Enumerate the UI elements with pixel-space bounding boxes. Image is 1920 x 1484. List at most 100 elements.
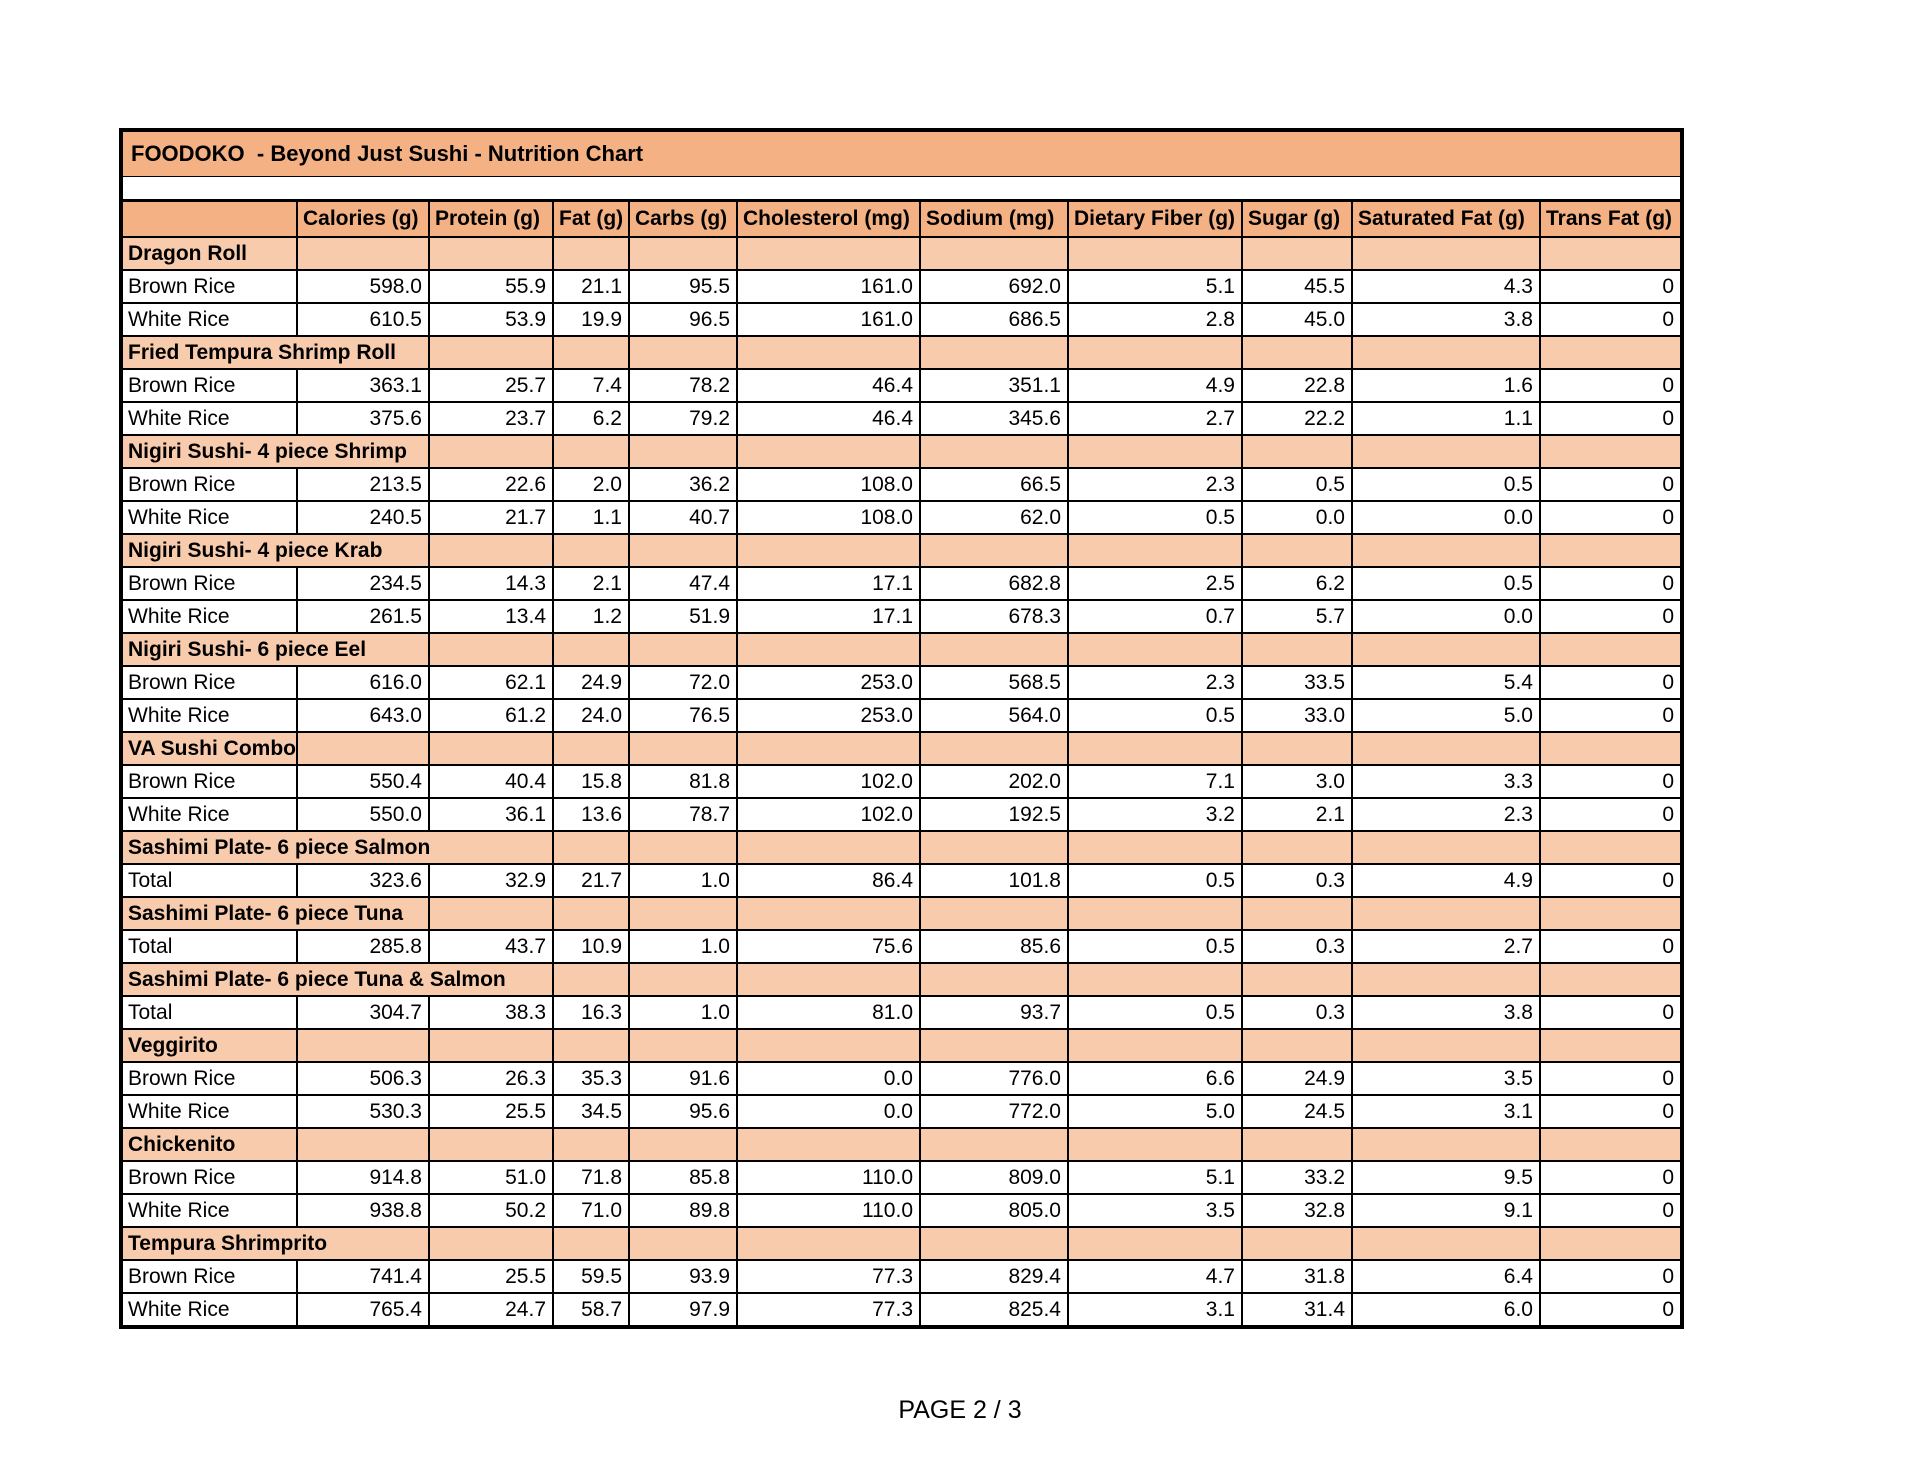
value-cell: 0 [1538, 665, 1684, 700]
value-cell: 914.8 [296, 1160, 430, 1195]
row-label: White Rice [120, 1094, 298, 1129]
column-header: Trans Fat (g) [1538, 199, 1684, 238]
value-cell: 4.3 [1351, 269, 1541, 304]
value-cell: 610.5 [296, 302, 430, 337]
row-label: Total [120, 995, 298, 1030]
value-cell: 809.0 [919, 1160, 1069, 1195]
value-cell: 33.2 [1241, 1160, 1353, 1195]
section-fill-cell [552, 1028, 630, 1063]
value-cell: 7.4 [552, 368, 630, 403]
value-cell: 0 [1538, 698, 1684, 733]
value-cell: 7.1 [1067, 764, 1243, 799]
section-header-row: Dragon Roll [120, 236, 1684, 271]
section-fill-cell [1241, 962, 1353, 997]
section-fill-cell [1067, 896, 1243, 931]
row-label: White Rice [120, 302, 298, 337]
value-cell: 616.0 [296, 665, 430, 700]
section-header-row: Sashimi Plate- 6 piece Tuna [120, 896, 1684, 931]
value-cell: 192.5 [919, 797, 1069, 832]
value-cell: 110.0 [736, 1160, 921, 1195]
value-cell: 0 [1538, 599, 1684, 634]
value-cell: 6.4 [1351, 1259, 1541, 1294]
value-cell: 345.6 [919, 401, 1069, 436]
value-cell: 32.9 [428, 863, 554, 898]
value-cell: 102.0 [736, 797, 921, 832]
section-fill-cell [1241, 896, 1353, 931]
value-cell: 0 [1538, 1094, 1684, 1129]
value-cell: 78.2 [628, 368, 738, 403]
value-cell: 375.6 [296, 401, 430, 436]
section-fill-cell [1538, 632, 1684, 667]
value-cell: 2.7 [1351, 929, 1541, 964]
table-row: Total 323.6 32.9 21.7 1.0 86.4 101.8 0.5 0.3 4.9 0 [120, 863, 1684, 898]
value-cell: 93.7 [919, 995, 1069, 1030]
page-number: PAGE 2 / 3 [898, 1396, 1022, 1424]
value-cell: 643.0 [296, 698, 430, 733]
value-cell: 5.7 [1241, 599, 1353, 634]
value-cell: 0 [1538, 401, 1684, 436]
value-cell: 4.7 [1067, 1259, 1243, 1294]
value-cell: 22.8 [1241, 368, 1353, 403]
value-cell: 0 [1538, 995, 1684, 1030]
value-cell: 97.9 [628, 1292, 738, 1328]
section-fill-cell [296, 1028, 430, 1063]
table-row: Brown Rice 550.4 40.4 15.8 81.8 102.0 202.0 7.1… [120, 764, 1684, 799]
column-header: Sodium (mg) [919, 199, 1069, 238]
value-cell: 71.8 [552, 1160, 630, 1195]
value-cell: 24.5 [1241, 1094, 1353, 1129]
section-fill-cell [1351, 533, 1541, 568]
table-row: White Rice 261.5 13.4 1.2 51.9 17.1 678.3 0.7 5.… [120, 599, 1684, 634]
value-cell: 805.0 [919, 1193, 1069, 1228]
value-cell: 4.9 [1351, 863, 1541, 898]
value-cell: 85.6 [919, 929, 1069, 964]
section-fill-cell [552, 236, 630, 271]
value-cell: 0.0 [736, 1061, 921, 1096]
value-cell: 31.4 [1241, 1292, 1353, 1328]
section-fill-cell [296, 236, 430, 271]
value-cell: 0.0 [1351, 599, 1541, 634]
section-fill-cell [628, 533, 738, 568]
section-fill-cell [919, 1127, 1069, 1162]
column-header: Fat (g) [552, 199, 630, 238]
section-fill-cell [1351, 731, 1541, 766]
section-fill-cell [428, 896, 554, 931]
section-fill-cell [552, 632, 630, 667]
section-header-row: Sashimi Plate- 6 piece Salmon [120, 830, 1684, 865]
spacer-cell [119, 176, 1684, 202]
section-fill-cell [628, 335, 738, 370]
section-fill-cell [428, 434, 554, 469]
section-fill-cell [1538, 236, 1684, 271]
value-cell: 0.5 [1067, 863, 1243, 898]
section-fill-cell [1351, 335, 1541, 370]
row-label: White Rice [120, 599, 298, 634]
value-cell: 62.1 [428, 665, 554, 700]
section-header-row: Nigiri Sushi- 4 piece Krab [120, 533, 1684, 568]
value-cell: 3.8 [1351, 302, 1541, 337]
section-name: Sashimi Plate- 6 piece Salmon [120, 830, 554, 865]
section-fill-cell [1538, 1226, 1684, 1261]
value-cell: 81.8 [628, 764, 738, 799]
section-fill-cell [1538, 434, 1684, 469]
section-name: Fried Tempura Shrimp Roll [120, 335, 430, 370]
value-cell: 22.6 [428, 467, 554, 502]
value-cell: 43.7 [428, 929, 554, 964]
column-header [120, 199, 298, 238]
section-fill-cell [919, 632, 1069, 667]
column-header: Dietary Fiber (g) [1067, 199, 1243, 238]
value-cell: 33.5 [1241, 665, 1353, 700]
section-fill-cell [1067, 1226, 1243, 1261]
row-label: White Rice [120, 698, 298, 733]
value-cell: 2.3 [1067, 665, 1243, 700]
section-fill-cell [1241, 731, 1353, 766]
section-fill-cell [1538, 962, 1684, 997]
section-fill-cell [1351, 434, 1541, 469]
value-cell: 285.8 [296, 929, 430, 964]
section-fill-cell [736, 236, 921, 271]
table-row: Brown Rice 598.0 55.9 21.1 95.5 161.0 692.0 5.1… [120, 269, 1684, 304]
value-cell: 304.7 [296, 995, 430, 1030]
value-cell: 33.0 [1241, 698, 1353, 733]
value-cell: 0 [1538, 1061, 1684, 1096]
value-cell: 25.5 [428, 1094, 554, 1129]
value-cell: 110.0 [736, 1193, 921, 1228]
value-cell: 4.9 [1067, 368, 1243, 403]
